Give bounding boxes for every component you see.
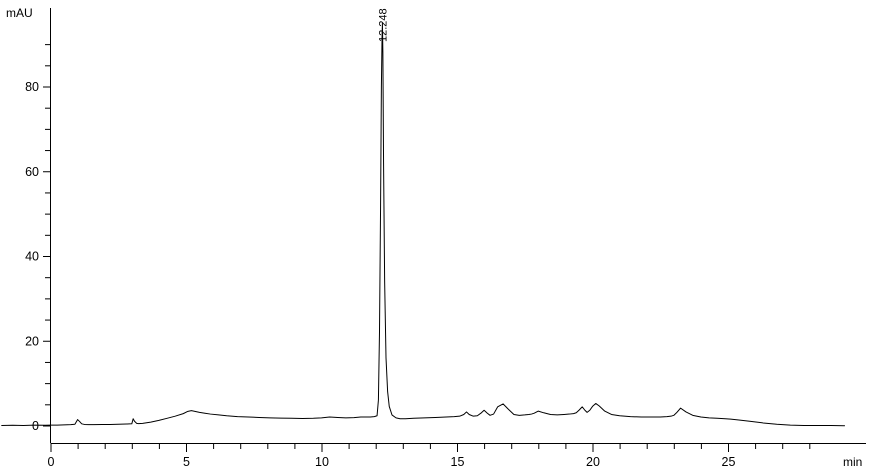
x-axis-unit-label: min: [843, 455, 862, 469]
y-axis-major-ticks: [43, 86, 51, 427]
y-axis-tick-labels: 0 20 40 60 80: [25, 80, 39, 433]
x-axis: 0 5 10 15 20 25 min: [48, 443, 866, 469]
x-axis-major-ticks: [50, 443, 729, 452]
chromatogram-trace: [1, 22, 846, 427]
y-axis-tick-label: 0: [32, 419, 39, 433]
x-axis-tick-label: 20: [586, 455, 600, 469]
x-axis-minor-ticks: [77, 443, 811, 449]
y-axis-tick-label: 40: [25, 250, 39, 264]
x-axis-tick-label: 5: [183, 455, 190, 469]
y-axis-tick-label: 80: [25, 80, 39, 94]
x-axis-tick-label: 15: [451, 455, 465, 469]
y-axis-tick-label: 60: [25, 165, 39, 179]
x-axis-tick-label: 0: [48, 455, 55, 469]
y-axis-unit-label: mAU: [6, 6, 33, 20]
x-axis-tick-labels: 0 5 10 15 20 25: [48, 455, 736, 469]
x-axis-tick-label: 10: [315, 455, 329, 469]
chromatogram-trace-group: [1, 22, 846, 427]
y-axis-minor-ticks: [45, 44, 51, 406]
peak-annotations: 12.248: [377, 8, 389, 48]
y-axis: 0 20 40 60 80 mAU: [6, 6, 51, 443]
x-axis-tick-label: 25: [722, 455, 736, 469]
y-axis-tick-label: 20: [25, 334, 39, 348]
peak-retention-time-label: 12.248: [377, 8, 389, 42]
